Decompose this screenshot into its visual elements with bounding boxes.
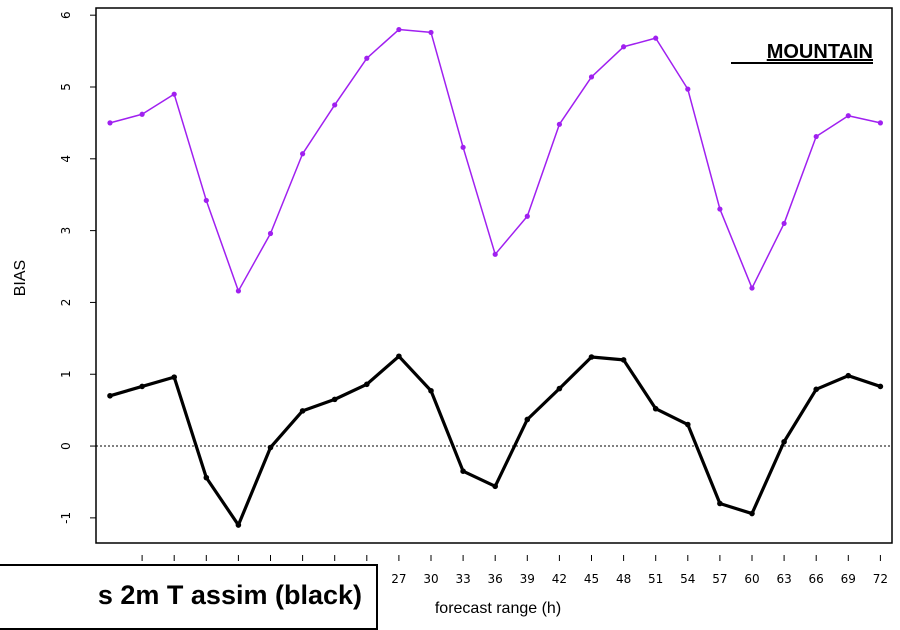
x-tick-label: 42 bbox=[552, 572, 567, 586]
x-tick-label: 66 bbox=[809, 572, 824, 586]
y-axis-title: BIAS bbox=[12, 260, 29, 296]
data-point bbox=[845, 113, 851, 119]
data-point bbox=[107, 392, 113, 399]
caption-box: s 2m T assim (black) bbox=[0, 564, 378, 630]
data-point bbox=[171, 374, 177, 380]
x-tick-label: 57 bbox=[712, 572, 727, 586]
x-axis-title: forecast range (h) bbox=[435, 600, 561, 617]
y-tick-label: -1 bbox=[59, 512, 73, 524]
data-point bbox=[717, 500, 723, 507]
x-tick-label: 60 bbox=[744, 572, 759, 586]
caption-text: s 2m T assim (black) bbox=[97, 580, 362, 610]
data-point bbox=[331, 396, 338, 403]
x-tick-label: 30 bbox=[423, 572, 438, 586]
data-point bbox=[203, 197, 209, 204]
data-point bbox=[749, 285, 755, 291]
data-point bbox=[588, 354, 595, 360]
data-point bbox=[332, 102, 338, 108]
y-tick-label: 3 bbox=[59, 227, 73, 235]
data-point bbox=[749, 510, 755, 517]
data-point bbox=[717, 206, 723, 212]
data-point bbox=[235, 522, 242, 528]
data-point bbox=[685, 86, 691, 92]
data-point bbox=[524, 213, 530, 219]
x-tick-label: 48 bbox=[616, 572, 631, 586]
data-point bbox=[364, 381, 370, 388]
x-tick-label: 27 bbox=[391, 572, 406, 586]
panel-label: MOUNTAIN bbox=[767, 41, 873, 63]
series-line bbox=[109, 354, 881, 527]
data-point bbox=[845, 372, 852, 379]
data-point bbox=[492, 483, 499, 490]
data-point bbox=[877, 383, 884, 390]
data-point bbox=[685, 421, 691, 428]
x-tick-label: 45 bbox=[584, 572, 599, 586]
data-point bbox=[653, 35, 659, 41]
data-point bbox=[781, 220, 787, 227]
data-point bbox=[877, 120, 884, 126]
x-tick-label: 54 bbox=[680, 572, 695, 586]
series-layer bbox=[107, 26, 884, 528]
x-axis: 27 30 33 36 39 42 45 48 51 54 57 60 63 66 69 72 bbox=[141, 555, 888, 586]
data-point bbox=[235, 288, 241, 294]
data-point bbox=[492, 251, 498, 257]
data-point bbox=[396, 26, 402, 33]
y-tick-label: 5 bbox=[59, 83, 73, 91]
data-point bbox=[396, 353, 402, 360]
data-point bbox=[556, 385, 563, 392]
y-axis: -1 0 1 2 3 4 5 6 bbox=[59, 11, 96, 524]
data-point bbox=[524, 416, 531, 423]
data-point bbox=[364, 55, 370, 61]
y-tick-label: 1 bbox=[59, 370, 73, 378]
x-tick-label: 51 bbox=[648, 572, 663, 586]
data-point bbox=[652, 405, 659, 412]
data-point bbox=[299, 408, 306, 414]
data-point bbox=[171, 91, 177, 97]
data-point bbox=[621, 44, 627, 50]
x-tick-label: 69 bbox=[841, 572, 856, 586]
data-point bbox=[267, 230, 274, 237]
data-point bbox=[556, 121, 563, 127]
data-point bbox=[139, 383, 145, 390]
x-tick-label: 33 bbox=[455, 572, 470, 586]
y-tick-label: 4 bbox=[59, 155, 73, 163]
x-tick-label: 63 bbox=[776, 572, 791, 586]
y-tick-label: 6 bbox=[59, 11, 73, 19]
data-point bbox=[107, 120, 113, 126]
data-point bbox=[460, 468, 466, 474]
data-point bbox=[139, 111, 145, 117]
y-tick-label: 2 bbox=[59, 299, 73, 307]
data-point bbox=[203, 474, 210, 481]
data-point bbox=[300, 151, 306, 157]
x-tick-label: 72 bbox=[873, 572, 888, 586]
x-tick-label: 39 bbox=[520, 572, 535, 586]
data-point bbox=[620, 357, 627, 363]
data-point bbox=[428, 387, 434, 394]
plot-frame bbox=[95, 7, 893, 544]
data-point bbox=[460, 144, 466, 150]
data-point bbox=[781, 438, 787, 445]
data-point bbox=[588, 74, 595, 80]
data-point bbox=[813, 386, 819, 393]
data-point bbox=[428, 29, 434, 36]
data-point bbox=[267, 444, 274, 451]
y-tick-label: 0 bbox=[59, 442, 73, 450]
x-tick-label: 36 bbox=[488, 572, 503, 586]
data-point bbox=[813, 133, 819, 140]
